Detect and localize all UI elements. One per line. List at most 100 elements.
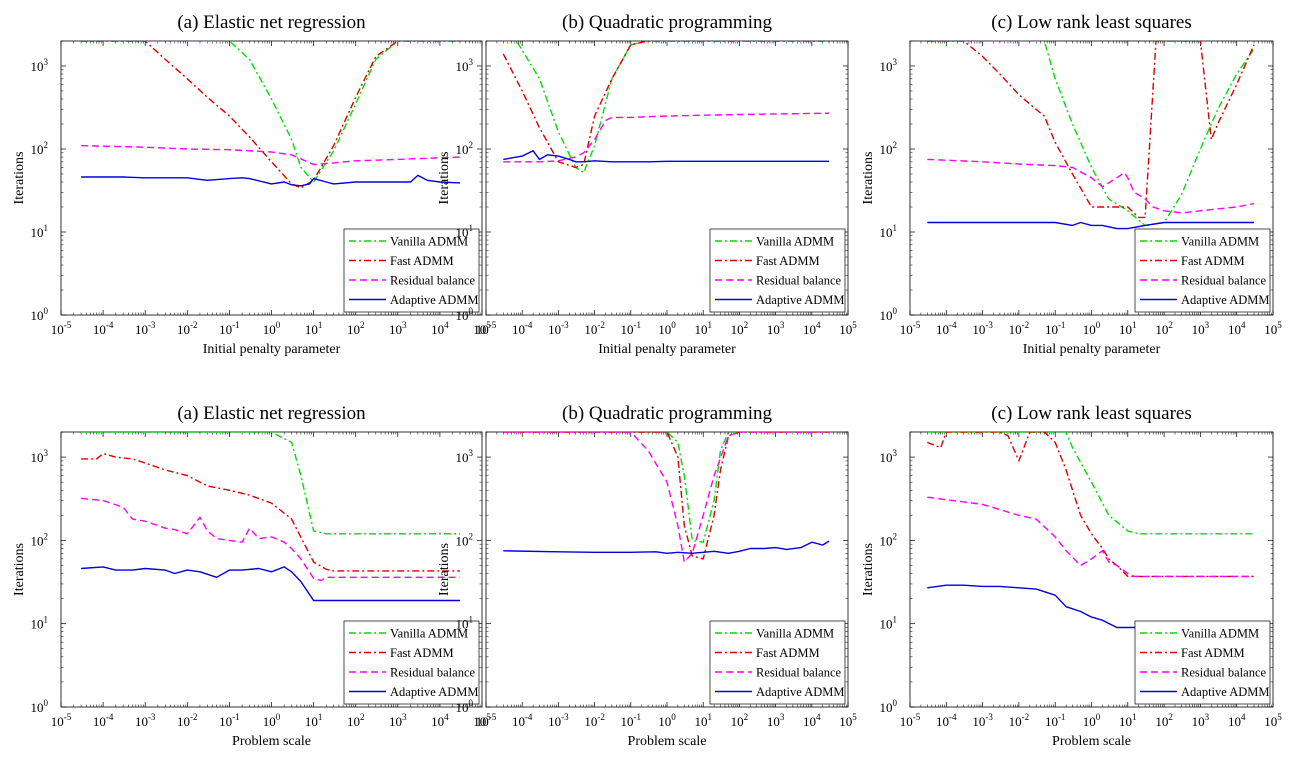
x-tick-label: 10-1 xyxy=(219,320,240,337)
legend-label-adaptive-admm: Adaptive ADMM xyxy=(756,293,845,307)
x-tick-label: 10-2 xyxy=(177,320,198,337)
x-tick-label: 10-1 xyxy=(219,712,240,729)
x-tick-label: 10-3 xyxy=(135,320,156,337)
x-axis-label: Problem scale xyxy=(1052,734,1131,749)
y-tick-label: 100 xyxy=(880,698,898,715)
y-axis-label: Iterations xyxy=(12,543,27,596)
legend: Vanilla ADMM Fast ADMM Residual balance Ada… xyxy=(1134,228,1271,313)
y-tick-label: 103 xyxy=(880,448,898,465)
x-tick-label: 10-2 xyxy=(584,712,605,729)
x-tick-label: 103 xyxy=(767,320,785,337)
x-tick-label: 101 xyxy=(305,320,323,337)
chart-title: (b) Quadratic programming xyxy=(562,403,772,424)
chart-panel-6: 10-5 10-4 10-3 10-2 10-1 100 101 102 103 104 105 10… xyxy=(861,403,1282,749)
x-tick-label: 102 xyxy=(347,320,365,337)
x-tick-label: 101 xyxy=(1119,712,1137,729)
series-line-vanilla-admm xyxy=(81,41,460,183)
y-tick-label: 101 xyxy=(880,223,898,240)
series-line-residual-balance xyxy=(927,496,1254,578)
x-tick-label: 100 xyxy=(263,712,281,729)
series-line-adaptive-admm xyxy=(81,566,460,602)
x-tick-label: 10-5 xyxy=(51,320,72,337)
x-tick-label: 104 xyxy=(431,712,449,729)
y-tick-label: 102 xyxy=(880,531,898,548)
series-line-adaptive-admm xyxy=(927,584,1254,629)
legend: Vanilla ADMM Fast ADMM Residual balance Ada… xyxy=(709,228,846,313)
series-line-residual-balance xyxy=(81,144,461,166)
x-tick-label: 105 xyxy=(839,712,857,729)
y-tick-label: 102 xyxy=(31,531,49,548)
x-tick-label: 10-1 xyxy=(621,320,642,337)
legend-box xyxy=(1134,228,1271,313)
legend-label-adaptive-admm: Adaptive ADMM xyxy=(756,685,845,699)
x-tick-label: 10-5 xyxy=(900,712,921,729)
y-tick-label: 101 xyxy=(31,615,49,632)
legend-label-adaptive-admm: Adaptive ADMM xyxy=(1181,685,1270,699)
legend-label-fast-admm: Fast ADMM xyxy=(756,254,820,268)
legend-label-vanilla-admm: Vanilla ADMM xyxy=(1181,235,1259,249)
legend-box xyxy=(343,620,480,705)
series-line-adaptive-admm xyxy=(81,174,461,187)
y-axis-label: Iterations xyxy=(437,152,452,205)
y-tick-label: 100 xyxy=(31,698,49,715)
legend-box xyxy=(1134,620,1271,705)
legend-label-adaptive-admm: Adaptive ADMM xyxy=(390,685,479,699)
chart-title: (c) Low rank least squares xyxy=(991,12,1191,33)
x-tick-label: 102 xyxy=(731,320,749,337)
series-line-vanilla-admm xyxy=(927,432,1254,535)
y-tick-label: 100 xyxy=(456,306,474,323)
x-tick-label: 104 xyxy=(1228,320,1246,337)
y-axis-label: Iterations xyxy=(12,152,27,205)
x-tick-label: 10-3 xyxy=(972,320,993,337)
x-tick-label: 102 xyxy=(347,712,365,729)
x-tick-label: 103 xyxy=(1192,712,1210,729)
series-line-adaptive-admm xyxy=(503,150,830,163)
legend-label-fast-admm: Fast ADMM xyxy=(1181,254,1245,268)
series-line-vanilla-admm xyxy=(81,432,460,535)
y-tick-label: 102 xyxy=(880,140,898,157)
x-tick-label: 103 xyxy=(389,712,407,729)
x-tick-label: 10-1 xyxy=(1045,712,1066,729)
legend-label-vanilla-admm: Vanilla ADMM xyxy=(390,235,468,249)
series-line-adaptive-admm xyxy=(503,540,830,554)
legend-box xyxy=(709,228,846,313)
y-tick-label: 100 xyxy=(456,698,474,715)
x-tick-label: 10-5 xyxy=(476,320,497,337)
x-tick-label: 10-4 xyxy=(93,320,114,337)
series-line-fast-admm xyxy=(81,41,460,189)
series-line-fast-admm xyxy=(927,41,1255,219)
x-tick-label: 102 xyxy=(1155,320,1173,337)
x-tick-label: 10-4 xyxy=(512,320,533,337)
x-tick-label: 102 xyxy=(1155,712,1173,729)
legend-box xyxy=(343,228,480,313)
x-tick-label: 103 xyxy=(389,320,407,337)
y-tick-label: 101 xyxy=(880,615,898,632)
chart-title: (a) Elastic net regression xyxy=(177,403,366,424)
legend-label-adaptive-admm: Adaptive ADMM xyxy=(1181,293,1270,307)
x-tick-label: 102 xyxy=(731,712,749,729)
legend: Vanilla ADMM Fast ADMM Residual balance Ada… xyxy=(1134,620,1271,705)
x-axis-label: Initial penalty parameter xyxy=(203,342,341,357)
legend-box xyxy=(709,620,846,705)
series-line-fast-admm xyxy=(81,452,460,572)
legend-label-vanilla-admm: Vanilla ADMM xyxy=(1181,627,1259,641)
x-tick-label: 10-2 xyxy=(177,712,198,729)
series-line-vanilla-admm xyxy=(927,41,1255,227)
x-tick-label: 10-3 xyxy=(972,712,993,729)
series-line-vanilla-admm xyxy=(503,432,830,543)
x-tick-label: 104 xyxy=(803,712,821,729)
legend-label-residual-balance: Residual balance xyxy=(1181,666,1266,680)
x-tick-label: 101 xyxy=(1119,320,1137,337)
x-tick-label: 10-5 xyxy=(900,320,921,337)
y-tick-label: 100 xyxy=(31,306,49,323)
x-tick-label: 100 xyxy=(658,320,676,337)
x-tick-label: 10-3 xyxy=(135,712,156,729)
chart-title: (a) Elastic net regression xyxy=(177,12,366,33)
legend-label-adaptive-admm: Adaptive ADMM xyxy=(390,293,479,307)
y-tick-label: 102 xyxy=(31,140,49,157)
x-tick-label: 10-4 xyxy=(93,712,114,729)
legend-label-vanilla-admm: Vanilla ADMM xyxy=(756,235,834,249)
x-tick-label: 10-1 xyxy=(621,712,642,729)
legend: Vanilla ADMM Fast ADMM Residual balance Ada… xyxy=(343,620,480,705)
chart-title: (c) Low rank least squares xyxy=(991,403,1191,424)
